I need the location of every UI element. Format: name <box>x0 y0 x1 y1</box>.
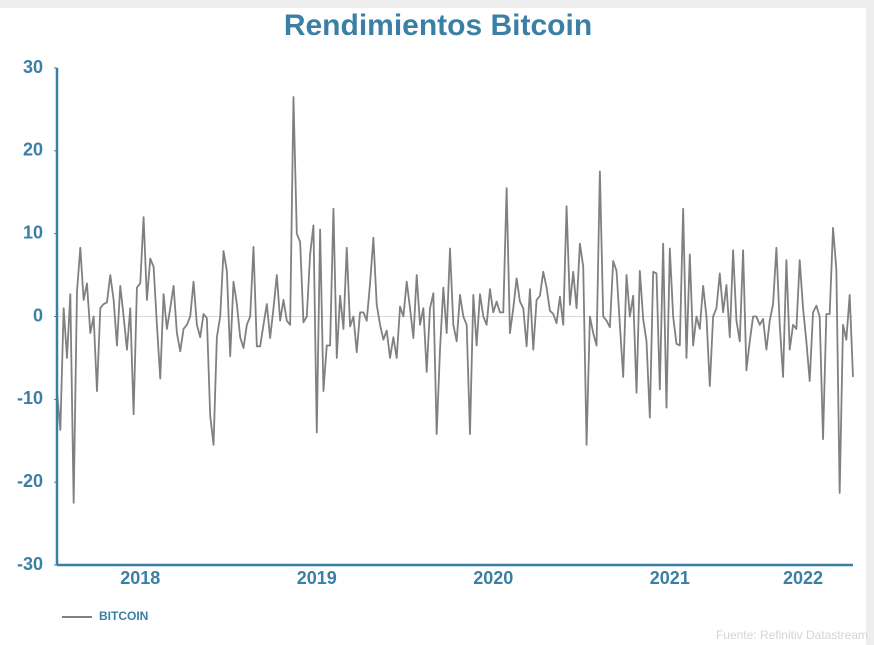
y-tick-label: 10 <box>23 222 43 242</box>
y-tick-label: 0 <box>33 305 43 325</box>
source-note: Fuente: Refinitiv Datastream <box>716 628 868 642</box>
y-tick-label: -20 <box>17 471 43 491</box>
x-tick-label: 2022 <box>783 568 823 588</box>
series-line <box>56 96 854 504</box>
plot-background <box>0 8 866 645</box>
x-tick-label: 2021 <box>650 568 690 588</box>
legend-label: BITCOIN <box>99 609 148 623</box>
chart-title: Rendimientos Bitcoin <box>284 9 592 42</box>
x-tick-label: 2019 <box>297 568 337 588</box>
x-tick-label: 2020 <box>473 568 513 588</box>
y-tick-label: 20 <box>23 140 43 160</box>
y-tick-label: 30 <box>23 57 43 77</box>
x-tick-label: 2018 <box>120 568 160 588</box>
y-tick-label: -10 <box>17 388 43 408</box>
y-tick-label: -30 <box>17 554 43 574</box>
